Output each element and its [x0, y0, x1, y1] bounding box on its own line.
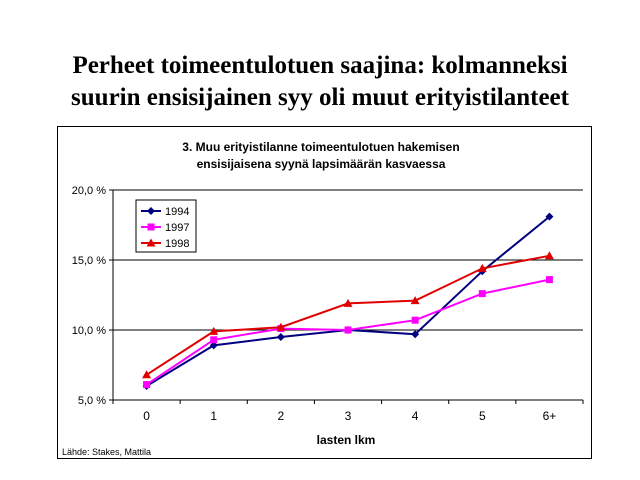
- legend-marker-1997: [147, 223, 155, 231]
- series-line-1998: [146, 254, 550, 376]
- data-point-1994: [545, 212, 554, 221]
- legend-marker-1998: [146, 238, 156, 247]
- x-tick-label: 5: [479, 409, 486, 423]
- chart-frame: 3. Muu erityistilanne toimeentulotuen ha…: [57, 126, 592, 459]
- data-point-1997: [545, 276, 553, 284]
- chart-title-line-1: 3. Muu erityistilanne toimeentulotuen ha…: [182, 140, 459, 154]
- line-chart: 3. Muu erityistilanne toimeentulotuen ha…: [62, 140, 584, 457]
- legend-label-1997: 1997: [165, 222, 189, 234]
- data-point-1998: [142, 370, 152, 379]
- y-tick-label: 20,0 %: [72, 185, 106, 197]
- data-point-1998: [209, 326, 219, 335]
- legend-marker-1994: [147, 207, 155, 215]
- data-point-1997: [478, 290, 486, 298]
- data-point-1998: [410, 296, 420, 305]
- data-point-1994: [209, 341, 218, 350]
- series-lines: [142, 212, 554, 390]
- x-tick-label: 0: [143, 409, 150, 423]
- data-point-1998: [276, 322, 286, 331]
- data-point-1997: [210, 336, 218, 344]
- data-point-1997: [143, 381, 151, 389]
- legend-label-1998: 1998: [165, 238, 189, 250]
- series-1997: [143, 276, 553, 389]
- series-1998: [142, 251, 554, 379]
- data-point-1997: [344, 326, 352, 334]
- data-point-1994: [276, 333, 285, 341]
- x-tick-label: 3: [345, 409, 352, 423]
- legend: 1994 1997 1998: [135, 199, 197, 253]
- x-tick-label: 2: [278, 409, 285, 423]
- x-tick-label: 4: [412, 409, 419, 423]
- data-point-1994: [411, 330, 420, 339]
- axes: 5,0 % 10,0 % 15,0 % 20,0 % 0 1 2 3 4 5 6+: [72, 185, 584, 423]
- slide-title: Perheet toimeentulotuen saajina: kolmann…: [0, 50, 640, 114]
- chart-title-line-2: ensisijaisena syynä lapsimäärän kasvaess…: [197, 157, 446, 171]
- y-tick-label: 15,0 %: [72, 255, 106, 267]
- data-point-1998: [343, 298, 353, 307]
- x-tick-label: 1: [210, 409, 217, 423]
- y-tick-label: 10,0 %: [72, 325, 106, 337]
- x-axis-label: lasten lkm: [317, 433, 376, 447]
- legend-label-1994: 1994: [165, 206, 189, 218]
- slide-title-line-1: Perheet toimeentulotuen saajina: kolmann…: [72, 52, 568, 79]
- slide-title-line-2: suurin ensisijainen syy oli muut erityis…: [71, 84, 569, 111]
- data-point-1998: [544, 251, 554, 260]
- x-tick-label: 6+: [543, 409, 557, 423]
- data-point-1998: [477, 263, 487, 272]
- y-tick-label: 5,0 %: [78, 395, 106, 407]
- data-point-1997: [411, 316, 419, 324]
- source-note: Lähde: Stakes, Mattila: [62, 447, 151, 457]
